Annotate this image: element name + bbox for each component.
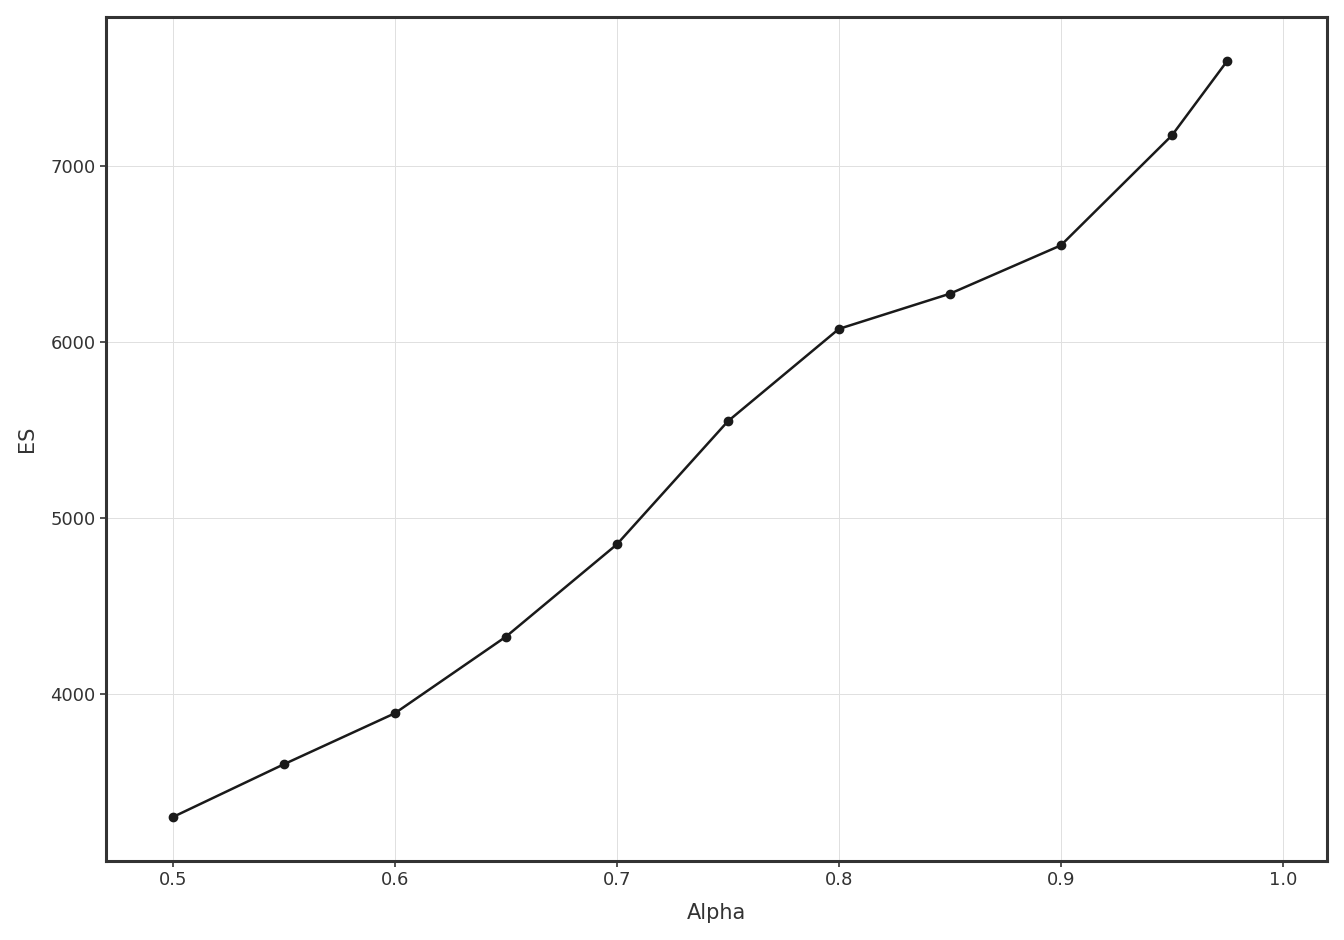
X-axis label: Alpha: Alpha: [687, 903, 746, 923]
Y-axis label: ES: ES: [16, 426, 36, 452]
